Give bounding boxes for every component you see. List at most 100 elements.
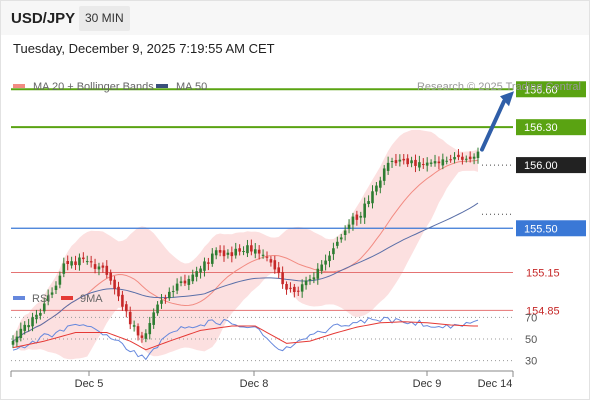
candle-body [144,333,148,339]
candle-body [433,161,437,164]
ma20-line [12,159,479,342]
candle-body [82,257,85,260]
candle-body [136,326,140,336]
legend-label-0: MA 20 + Bollinger Bands [33,81,154,93]
candle-body [402,158,406,161]
rsi-legend: RSI 9MA [13,293,103,305]
candle-body [203,261,206,271]
candle-body [289,287,292,289]
level-label-155.15: 155.15 [526,268,560,280]
legend-swatch-0 [13,84,25,88]
price-legend: MA 20 + Bollinger Bands MA 50 [13,81,207,93]
candle-body [27,325,30,328]
x-tick-label-0: Dec 5 [75,378,104,390]
candle-body [62,263,66,274]
rsi-legend-label-1: 9MA [80,293,103,305]
candle-body [156,304,159,314]
rsi-legend-label-0: RSI [32,293,50,305]
candle-body [379,180,382,188]
candle-body [261,254,265,256]
x-tick-label-2: Dec 9 [413,378,442,390]
x-axis: Dec 5 Dec 8 Dec 9 Dec 14 [10,370,514,390]
candle-body [468,156,472,160]
candle-body [101,265,105,268]
candle-body [78,257,81,266]
candle-body [386,162,390,171]
candles [11,147,480,349]
candle-body [58,275,62,285]
level-tag-156.30 [516,119,586,136]
x-tick-label-1: Dec 8 [240,378,269,390]
candle-body [97,266,101,270]
candle-body [238,248,241,252]
candle-body [414,159,417,166]
candle-body [472,156,476,159]
interval-selector[interactable]: 30 MIN [79,6,130,31]
candle-body [152,312,155,325]
candle-body [113,279,116,289]
candle-body [273,260,277,270]
legend-label-1: MA 50 [176,81,207,93]
candle-body [39,312,42,316]
moving-averages [12,159,479,342]
forecast-arrow-head [500,91,514,107]
candle-body [132,325,136,327]
candle-body [476,151,480,159]
candle-body [74,261,77,265]
candle-body [85,261,89,263]
candle-body [164,298,167,300]
candle-body [281,272,284,285]
bollinger-band-fill [13,129,478,360]
candle-body [457,154,460,158]
candle-body [183,280,187,284]
key-levels [11,88,513,311]
candle-body [93,264,97,269]
candle-body [449,159,452,161]
candle-body [445,160,449,162]
candle-body [453,157,456,160]
candle-body [312,277,316,280]
candle-body [250,245,253,252]
ma50-line [12,202,479,342]
candle-body [277,267,281,274]
level-tag-156.00 [516,157,586,174]
candle-body [363,203,366,218]
timestamp: Tuesday, December 9, 2025 7:19:55 AM CET [13,41,275,56]
candle-body [304,280,308,286]
forecast-arrow-shaft [480,99,506,152]
rsi-grid: 70 50 30 [11,312,537,368]
candle-body [50,292,54,295]
rsi-tick-30: 30 [525,356,537,368]
candle-body [66,260,70,264]
level-labels: 156.60 156.30 156.00 155.50 155.15 154.85 [516,81,586,317]
candle-body [23,324,27,331]
level-label-155.50: 155.50 [524,223,558,235]
candle-body [336,241,339,246]
candle-body [19,328,23,339]
candle-body [418,162,421,168]
rsi-panel [12,316,479,361]
candle-body [285,284,288,290]
candle-body [461,156,464,160]
candle-body [226,252,230,255]
candle-body [125,304,128,312]
candle-body [316,268,320,279]
candle-body [54,285,58,290]
candle-body [234,248,238,256]
candle-body [347,224,351,229]
candle-body [394,160,398,164]
candle-body [398,159,402,162]
candle-body [191,274,195,282]
rsi-ma-line [12,321,478,351]
candle-body [207,262,210,264]
rsi-line [12,316,479,361]
candle-body [441,159,445,166]
candle-body [11,340,15,345]
candle-body [390,160,394,162]
legend-swatch-1 [156,84,168,88]
candle-body [140,335,144,338]
candle-body [121,294,124,307]
candle-body [230,252,234,257]
candle-body [168,291,171,299]
level-tag-155.50 [516,220,586,237]
